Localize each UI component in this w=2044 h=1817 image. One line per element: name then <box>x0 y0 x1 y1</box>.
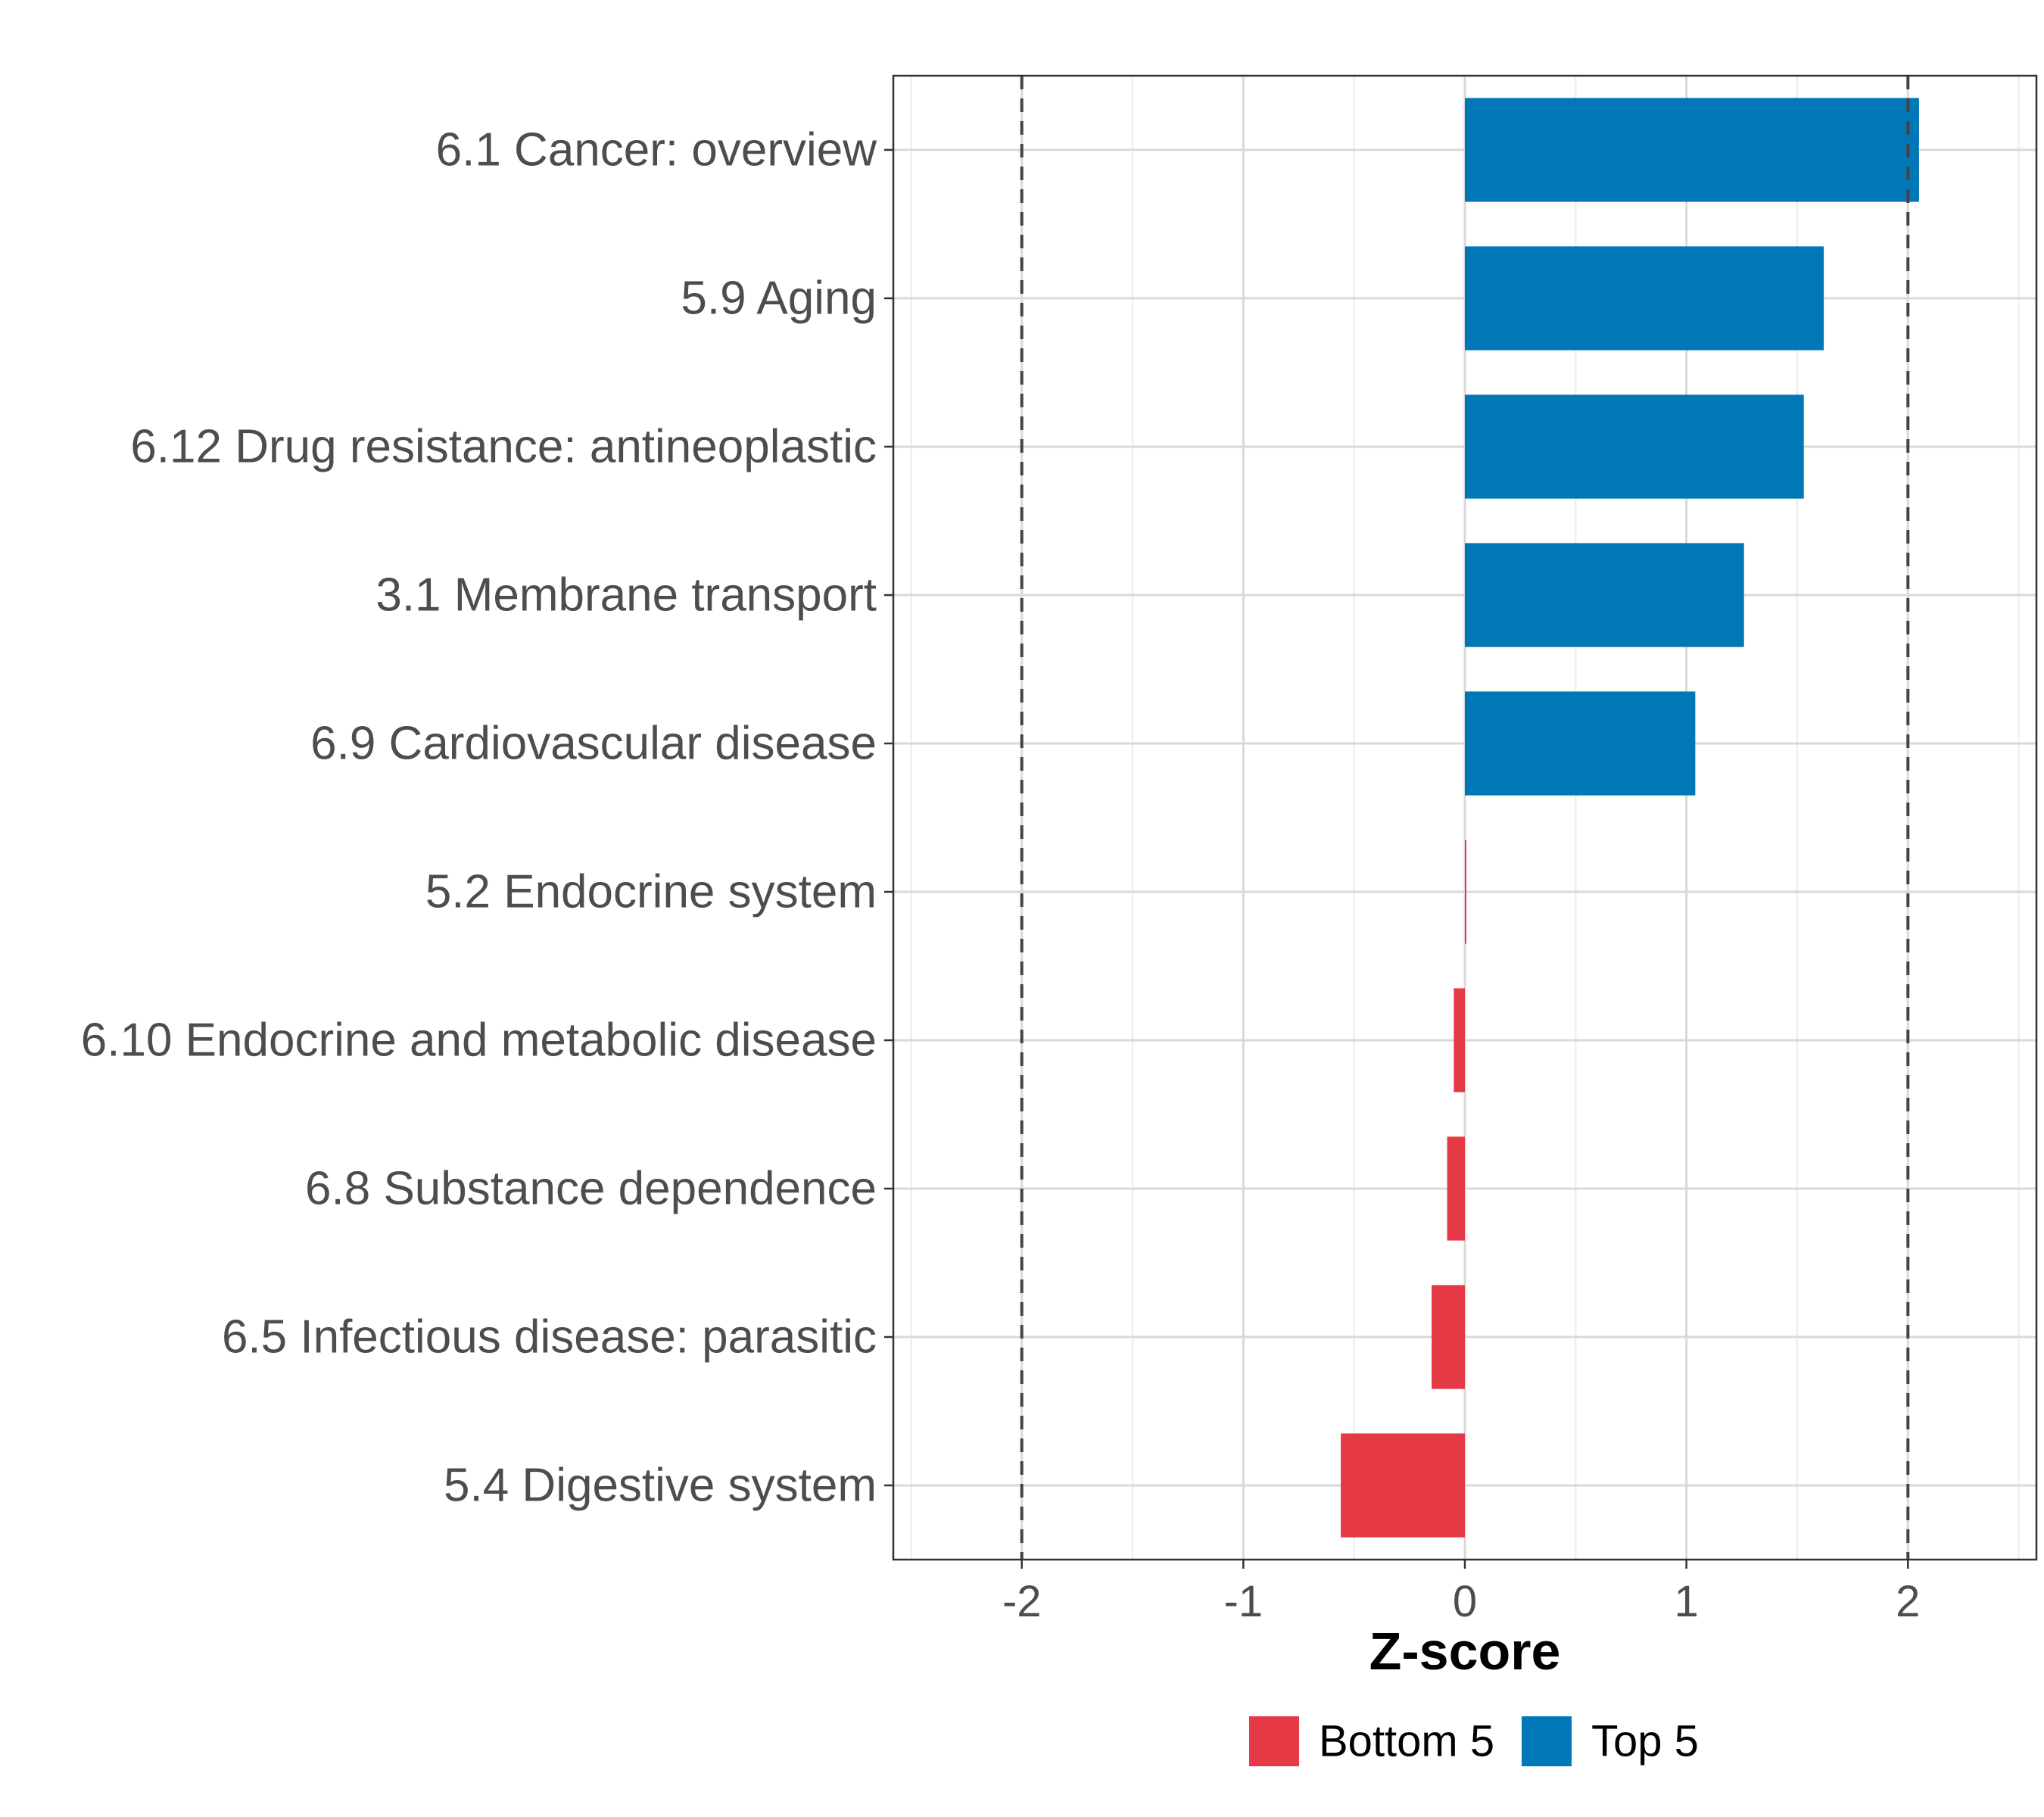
category-label: 6.10 Endocrine and metabolic disease <box>81 1014 877 1067</box>
category-label: 5.4 Digestive system <box>444 1460 877 1512</box>
x-axis: -2 -1 0 1 2 <box>1002 1560 1920 1626</box>
y-axis: 6.1 Cancer: overview 5.9 Aging 6.12 Drug r… <box>81 124 893 1512</box>
x-tick-label: -2 <box>1002 1577 1042 1626</box>
category-label: 5.9 Aging <box>681 273 877 325</box>
bar <box>1432 1285 1465 1389</box>
x-tick-label: 2 <box>1896 1577 1920 1626</box>
legend: Bottom 5 Top 5 <box>1249 1716 1699 1766</box>
legend-label: Top 5 <box>1591 1717 1699 1766</box>
category-label: 6.1 Cancer: overview <box>436 124 877 176</box>
bar <box>1465 98 1919 202</box>
bar <box>1454 988 1465 1092</box>
x-axis-title: Z-score <box>1369 1622 1561 1681</box>
category-label: 6.12 Drug resistance: antineoplastic <box>130 421 877 473</box>
category-label: 5.2 Endocrine system <box>425 866 877 918</box>
bar <box>1465 840 1466 944</box>
legend-label: Bottom 5 <box>1319 1717 1494 1766</box>
bar <box>1465 394 1804 499</box>
bar <box>1341 1433 1465 1538</box>
category-label: 3.1 Membrane transport <box>375 569 877 622</box>
x-tick-label: -1 <box>1224 1577 1263 1626</box>
bars <box>1341 98 1919 1538</box>
category-label: 6.9 Cardiovascular disease <box>310 718 877 770</box>
legend-swatch <box>1522 1716 1572 1766</box>
bar <box>1447 1136 1465 1241</box>
x-tick-label: 0 <box>1453 1577 1477 1626</box>
category-label: 6.8 Substance dependence <box>305 1163 877 1215</box>
bar <box>1465 691 1696 796</box>
legend-swatch <box>1249 1716 1299 1766</box>
bar <box>1465 543 1744 647</box>
bar <box>1465 246 1824 351</box>
reference-lines <box>1020 76 1910 1560</box>
category-label: 6.5 Infectious disease: parasitic <box>222 1311 877 1364</box>
x-tick-label: 1 <box>1675 1577 1699 1626</box>
